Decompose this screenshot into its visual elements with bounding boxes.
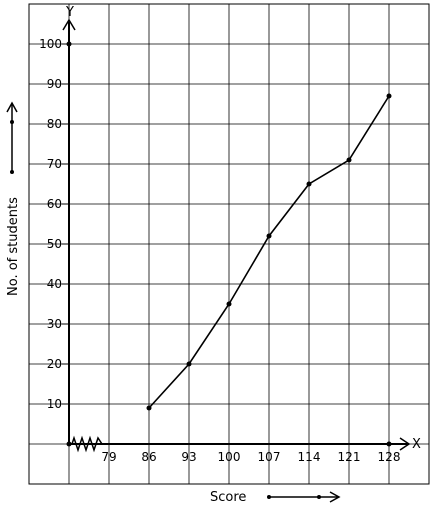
data-point (386, 93, 392, 99)
x-axis-title: Score (210, 490, 246, 505)
x-tick-label: 114 (298, 450, 321, 464)
y-axis-title: No. of students (6, 197, 21, 296)
direction-arrows (6, 101, 341, 503)
tick-labels: 10 20 30 40 50 60 70 80 90 100 79 86 93 100 107 114 121 1… (39, 37, 400, 464)
x-axis-break (71, 435, 103, 453)
x-tick-label: 79 (101, 450, 116, 464)
x-tick-label: 86 (141, 450, 156, 464)
x-direction-arrowhead (329, 491, 341, 503)
y-tick-label: 20 (47, 357, 62, 371)
origin-dot (66, 441, 72, 447)
data-point (186, 361, 192, 367)
data-point (306, 181, 312, 187)
y-tick-label: 80 (47, 117, 62, 131)
grid (28, 3, 430, 485)
axes (62, 18, 411, 453)
y-direction-arrowhead (6, 101, 18, 113)
y-tick-label: 30 (47, 317, 62, 331)
y-tick-label: 70 (47, 157, 62, 171)
x-tick-label: 107 (258, 450, 281, 464)
data-point (346, 157, 352, 163)
data-point (146, 405, 152, 411)
data-point (266, 233, 272, 239)
y-axis-letter: Y (65, 5, 74, 20)
x-tick-label: 128 (378, 450, 401, 464)
axis-labels: X Y Score No. of students (6, 5, 421, 505)
x-axis-arrowhead (399, 437, 411, 451)
x-tick-label: 100 (218, 450, 241, 464)
data-point (226, 301, 232, 307)
x-axis-letter: X (412, 437, 421, 452)
y-tick-label: 60 (47, 197, 62, 211)
y-axis-arrowhead (62, 18, 76, 31)
data-series (146, 93, 392, 411)
y-tick-label: 90 (47, 77, 62, 91)
x-tick-label: 93 (181, 450, 196, 464)
y-tick-label: 50 (47, 237, 62, 251)
y-tick-label: 10 (47, 397, 62, 411)
y-tick-label: 40 (47, 277, 62, 291)
y-tick-label: 100 (39, 37, 62, 51)
x-tick-label: 121 (338, 450, 361, 464)
x-axis-end-dot (386, 441, 392, 447)
